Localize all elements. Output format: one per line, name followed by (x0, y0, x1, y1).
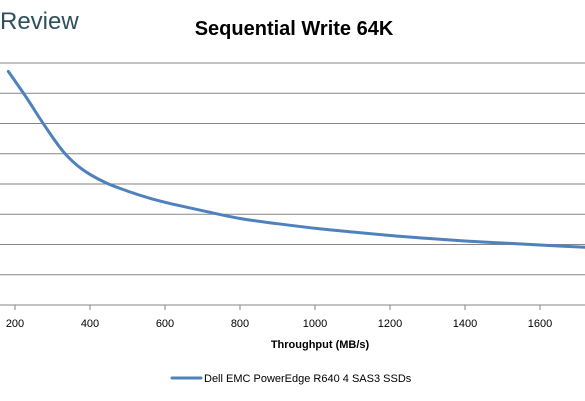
x-tick-labels: 200 400 600 800 1000 1200 1400 1600 (6, 318, 552, 330)
brand-logo-text: Review (0, 8, 79, 35)
x-tick-label: 400 (81, 318, 99, 330)
x-axis-title: Throughput (MB/s) (271, 339, 370, 351)
x-tick-label: 1200 (378, 318, 402, 330)
x-tick-label: 1600 (528, 318, 552, 330)
x-tick-label: 800 (231, 318, 249, 330)
x-tick-label: 200 (6, 318, 24, 330)
gridlines (0, 62, 585, 276)
series-lines (6, 69, 585, 249)
x-tick-label: 1400 (453, 318, 477, 330)
legend-label: Dell EMC PowerEdge R640 4 SAS3 SSDs (204, 373, 412, 385)
chart-title: Sequential Write 64K (195, 18, 394, 40)
axes (0, 304, 585, 310)
x-tick-label: 1000 (303, 318, 327, 330)
series-line (6, 69, 585, 249)
x-tick-label: 600 (156, 318, 174, 330)
legend: Dell EMC PowerEdge R640 4 SAS3 SSDs (170, 373, 412, 385)
